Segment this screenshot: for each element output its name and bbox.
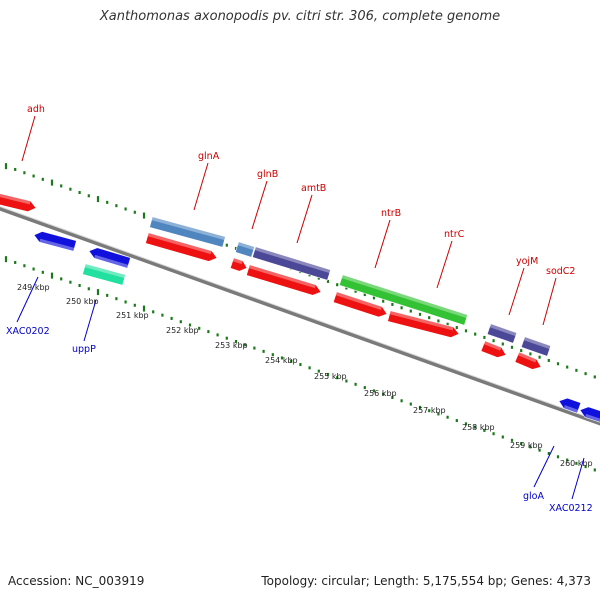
label-leader	[374, 219, 391, 269]
gene-label: gloA	[523, 491, 544, 502]
gene-label: XAC0212	[549, 503, 593, 514]
label-leader	[571, 457, 585, 500]
cds-arrow	[514, 351, 542, 370]
cds-arrow	[332, 291, 388, 318]
gene-label: sodC2	[546, 266, 575, 277]
cds-arrow	[145, 232, 218, 262]
label-leader	[508, 267, 525, 316]
gene-label: uppP	[72, 344, 96, 355]
ruler-label: 256 kbp	[364, 389, 397, 398]
gene-bar	[520, 336, 552, 357]
label-leader	[542, 277, 557, 326]
label-leader	[21, 115, 36, 162]
feature-layer	[0, 192, 600, 424]
backbone-highlight	[0, 206, 600, 422]
ruler-label: 255 kbp	[314, 372, 347, 381]
backbone-line	[0, 206, 600, 426]
backbone-layer	[0, 206, 600, 426]
ruler-label: 257 kbp	[413, 406, 446, 415]
gene-bar	[338, 274, 469, 326]
label-leader	[251, 180, 268, 230]
cds-arrow	[33, 231, 77, 252]
gene-label: ntrC	[444, 229, 465, 240]
cds-arrow	[480, 340, 507, 358]
gene-bar	[149, 216, 226, 248]
gene-bar	[252, 246, 331, 281]
label-leader	[296, 194, 313, 244]
ruler-label: 260 kbp	[560, 459, 593, 468]
gene-label: glnB	[257, 169, 278, 180]
map-title: Xanthomonas axonopodis pv. citri str. 30…	[99, 9, 501, 24]
gene-bar	[82, 263, 126, 286]
genome-summary: Topology: circular; Length: 5,175,554 bp…	[261, 574, 591, 588]
ruler-label: 258 kbp	[462, 423, 495, 432]
label-leader	[16, 276, 39, 323]
ruler-label: 259 kbp	[510, 441, 543, 450]
cds-arrow	[0, 192, 37, 213]
ruler-label: 251 kbp	[116, 311, 149, 320]
cds-arrow	[558, 397, 582, 414]
gene-label: glnA	[198, 151, 220, 162]
cds-arrow	[246, 264, 322, 296]
label-leader	[533, 445, 555, 488]
gene-label: yojM	[516, 256, 538, 267]
label-leader	[83, 299, 97, 342]
ruler-label: 250 kbp	[66, 297, 99, 306]
gene-label: amtB	[301, 183, 326, 194]
label-leader	[436, 240, 453, 289]
accession-label: Accession: NC_003919	[8, 574, 145, 588]
gene-label: ntrB	[381, 208, 401, 219]
label-leader	[193, 162, 209, 211]
gene-label: adh	[27, 104, 45, 115]
ruler-label: 253 kbp	[215, 341, 248, 350]
ruler-label: 254 kbp	[265, 356, 298, 365]
cds-arrow	[88, 247, 131, 269]
gene-bar	[486, 323, 518, 344]
gene-bar	[234, 241, 256, 258]
gene-label: XAC0202	[6, 326, 50, 337]
ruler-label: 252 kbp	[166, 326, 199, 335]
cds-arrow	[229, 257, 248, 272]
cds-arrow	[387, 310, 460, 338]
